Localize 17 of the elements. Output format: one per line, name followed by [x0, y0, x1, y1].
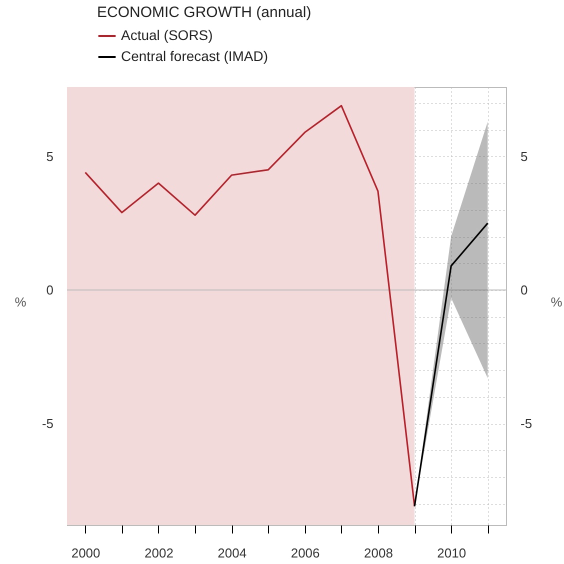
x-tick-label: 2002: [144, 546, 174, 560]
y-axis-title: %: [14, 294, 27, 310]
y2-tick-label: 0: [520, 282, 528, 298]
legend-label: Actual (SORS): [121, 27, 213, 43]
y-tick-label: 0: [46, 282, 54, 298]
y2-tick-label: 5: [520, 148, 528, 164]
y2-axis-title: %: [550, 294, 563, 310]
legend-label: Central forecast (IMAD): [121, 48, 268, 64]
y2-tick-label: -5: [520, 416, 532, 432]
chart-title: ECONOMIC GROWTH (annual): [97, 4, 312, 21]
y-tick-label: 5: [46, 148, 54, 164]
x-tick-label: 2000: [71, 546, 100, 560]
x-tick-label: 2010: [437, 546, 466, 560]
y-tick-label: -5: [42, 416, 54, 432]
x-tick-label: 2004: [218, 546, 247, 560]
x-tick-label: 2006: [290, 546, 320, 560]
x-tick-label: 2008: [364, 546, 393, 560]
